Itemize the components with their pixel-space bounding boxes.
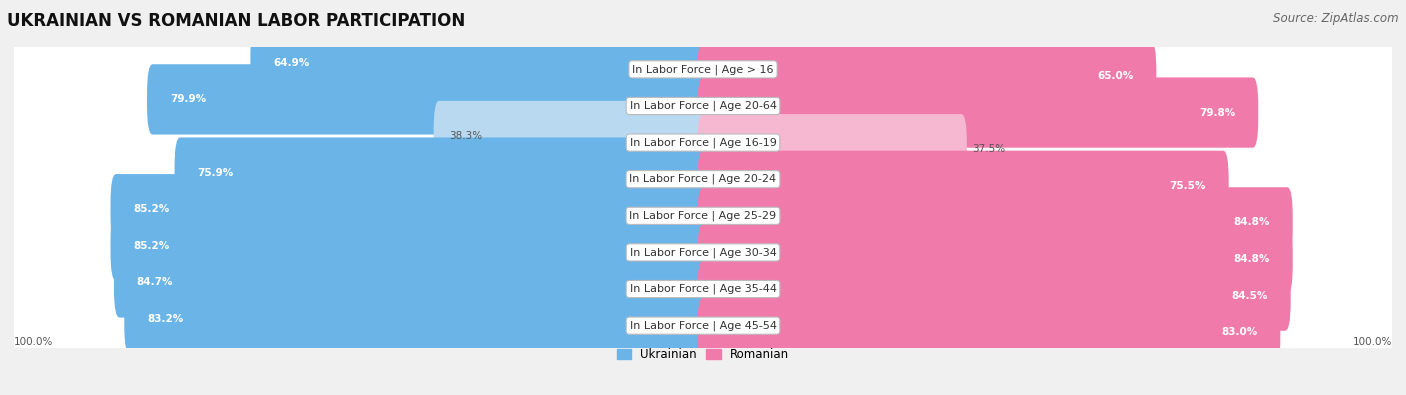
FancyBboxPatch shape — [8, 191, 1398, 241]
FancyBboxPatch shape — [697, 187, 1292, 258]
FancyBboxPatch shape — [148, 64, 709, 135]
FancyBboxPatch shape — [8, 45, 1398, 94]
Text: 79.9%: 79.9% — [170, 94, 205, 104]
Text: In Labor Force | Age 35-44: In Labor Force | Age 35-44 — [630, 284, 776, 294]
FancyBboxPatch shape — [433, 101, 709, 171]
FancyBboxPatch shape — [8, 154, 1398, 204]
Text: In Labor Force | Age > 16: In Labor Force | Age > 16 — [633, 64, 773, 75]
FancyBboxPatch shape — [8, 264, 1398, 314]
Legend: Ukrainian, Romanian: Ukrainian, Romanian — [612, 343, 794, 366]
Text: 84.7%: 84.7% — [136, 277, 173, 288]
FancyBboxPatch shape — [8, 118, 1398, 167]
Text: 38.3%: 38.3% — [450, 131, 482, 141]
FancyBboxPatch shape — [8, 81, 1398, 131]
Text: In Labor Force | Age 20-64: In Labor Force | Age 20-64 — [630, 101, 776, 111]
Text: 83.2%: 83.2% — [148, 314, 183, 324]
Text: 85.2%: 85.2% — [134, 204, 170, 214]
FancyBboxPatch shape — [697, 224, 1292, 294]
FancyBboxPatch shape — [8, 301, 1398, 350]
Text: 75.9%: 75.9% — [197, 167, 233, 178]
FancyBboxPatch shape — [697, 41, 1156, 111]
Text: In Labor Force | Age 30-34: In Labor Force | Age 30-34 — [630, 247, 776, 258]
Text: UKRAINIAN VS ROMANIAN LABOR PARTICIPATION: UKRAINIAN VS ROMANIAN LABOR PARTICIPATIO… — [7, 12, 465, 30]
Text: 84.5%: 84.5% — [1232, 291, 1268, 301]
Text: 64.9%: 64.9% — [273, 58, 309, 68]
Text: 79.8%: 79.8% — [1199, 107, 1236, 118]
FancyBboxPatch shape — [697, 77, 1258, 148]
Text: 75.5%: 75.5% — [1170, 181, 1206, 191]
Text: In Labor Force | Age 16-19: In Labor Force | Age 16-19 — [630, 137, 776, 148]
FancyBboxPatch shape — [8, 228, 1398, 277]
FancyBboxPatch shape — [697, 150, 1229, 221]
Text: 84.8%: 84.8% — [1233, 254, 1270, 264]
Text: 37.5%: 37.5% — [972, 144, 1005, 154]
FancyBboxPatch shape — [697, 114, 967, 184]
Text: 84.8%: 84.8% — [1233, 217, 1270, 228]
Text: 100.0%: 100.0% — [1353, 337, 1392, 347]
FancyBboxPatch shape — [697, 297, 1281, 367]
Text: 85.2%: 85.2% — [134, 241, 170, 251]
Text: In Labor Force | Age 20-24: In Labor Force | Age 20-24 — [630, 174, 776, 184]
FancyBboxPatch shape — [174, 137, 709, 208]
FancyBboxPatch shape — [114, 247, 709, 318]
Text: 65.0%: 65.0% — [1097, 71, 1133, 81]
FancyBboxPatch shape — [124, 284, 709, 354]
FancyBboxPatch shape — [697, 260, 1291, 331]
FancyBboxPatch shape — [111, 211, 709, 281]
Text: 100.0%: 100.0% — [14, 337, 53, 347]
Text: 83.0%: 83.0% — [1222, 327, 1257, 337]
Text: Source: ZipAtlas.com: Source: ZipAtlas.com — [1274, 12, 1399, 25]
FancyBboxPatch shape — [250, 28, 709, 98]
Text: In Labor Force | Age 45-54: In Labor Force | Age 45-54 — [630, 320, 776, 331]
Text: In Labor Force | Age 25-29: In Labor Force | Age 25-29 — [630, 211, 776, 221]
FancyBboxPatch shape — [111, 174, 709, 245]
